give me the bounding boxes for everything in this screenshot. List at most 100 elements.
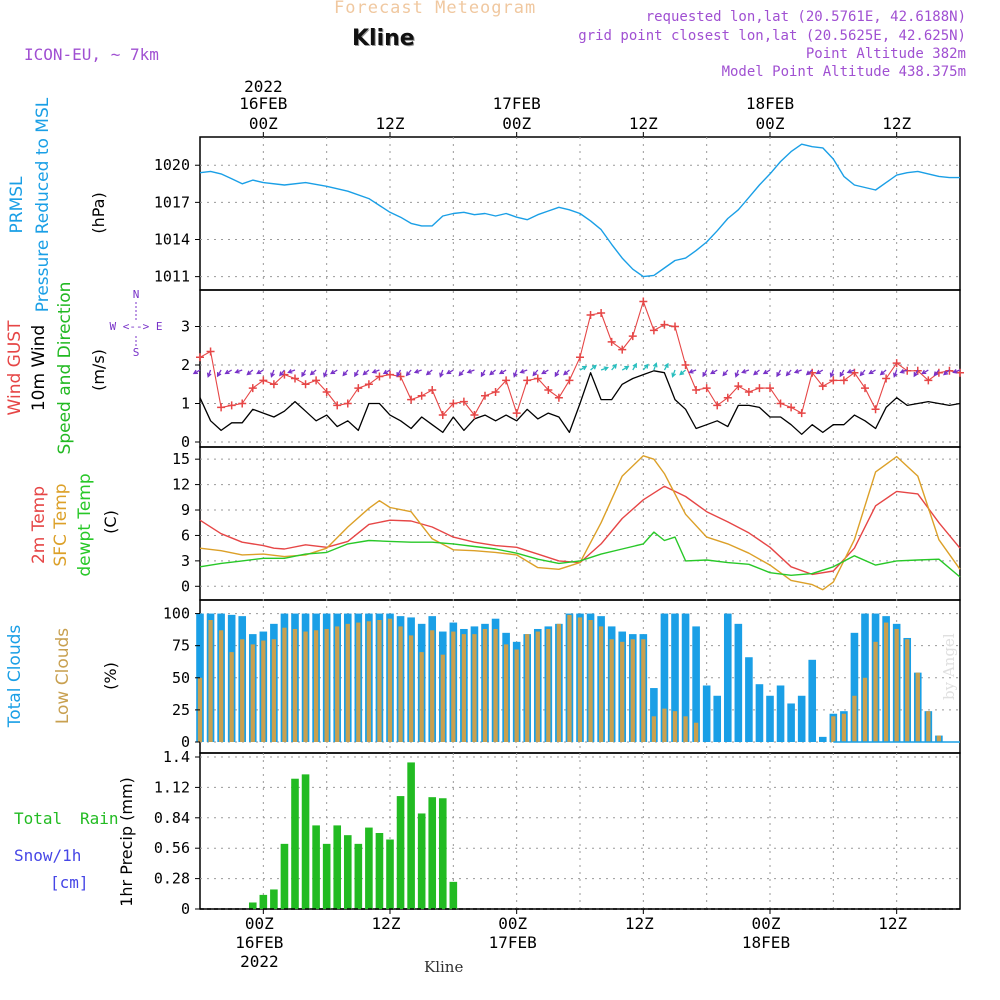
wind-direction-arrow [287, 368, 296, 374]
low-cloud-bar [609, 639, 614, 742]
wind-speed-line [199, 370, 961, 435]
top-time-tick-label: 12Z [629, 114, 658, 133]
low-cloud-bar [651, 716, 657, 742]
rain-bar [375, 833, 384, 909]
wind-direction-arrow [489, 369, 496, 376]
top-year-label: 2022 [244, 77, 283, 96]
temperature-y-tick-label: 6 [181, 526, 190, 544]
temperature-y-tick-label: 0 [181, 577, 190, 595]
wind-direction-arrow [405, 369, 412, 377]
low-cloud-bar [208, 619, 213, 742]
requested-coordinates: requested lon,lat (20.5761E, 42.6188N) [645, 9, 966, 25]
low-cloud-bar [292, 628, 298, 742]
wind-direction-arrow [256, 369, 264, 375]
clouds-unit-label: (%) [101, 662, 120, 690]
wind-direction-arrow [246, 369, 254, 376]
wind-gust-marker [681, 361, 690, 369]
pressure-y-tick-label: 1017 [154, 193, 190, 211]
low-cloud-bar [546, 628, 551, 742]
low-cloud-bar [556, 623, 562, 742]
wind-direction-arrow [632, 362, 637, 371]
wind-direction-arrow [642, 363, 649, 371]
wind-gust-marker [649, 326, 658, 335]
clouds-y-tick-label: 100 [163, 605, 190, 623]
wind-direction-arrow [652, 362, 658, 371]
wind-direction-arrow [663, 362, 669, 371]
wind-direction-arrow [829, 369, 835, 378]
wind-label-gust: Wind GUST [5, 320, 25, 416]
wind-gust-marker [238, 399, 247, 408]
wind-y-tick-label: 0 [181, 433, 190, 451]
pressure-unit-label: (hPa) [89, 192, 108, 233]
axis-labels: 00Z 00Z 12Z 12Z 00Z 00Z 12Z 12Z 00Z 00Z 12Z 12Z 16FE… [5, 77, 911, 971]
low-cloud-bar [335, 626, 340, 742]
wind-direction-arrow [554, 369, 560, 378]
low-cloud-bar [588, 619, 593, 742]
low-cloud-bar [282, 627, 287, 742]
wind-gust-marker [723, 393, 732, 402]
wind-gust-marker [734, 382, 743, 391]
precip-unit-label: 1hr Precip (mm) [117, 777, 136, 907]
grid-point-coordinates: grid point closest lon,lat (20.5625E, 42… [578, 28, 966, 44]
wind-gust-marker [386, 370, 394, 379]
total-cloud-bar [808, 659, 817, 742]
bottom-year-label: 2022 [240, 952, 279, 971]
low-cloud-bar [482, 628, 488, 742]
wind-gust-marker [882, 374, 891, 383]
temperature-y-tick-label: 9 [181, 501, 190, 519]
wind-unit-label: (m/s) [89, 349, 108, 391]
wind-gust-marker [607, 337, 616, 346]
total-cloud-bar [713, 695, 722, 742]
rain-bar [438, 798, 447, 909]
rain-bar [365, 827, 373, 909]
top-time-tick-label: 12Z [376, 114, 405, 133]
wind-gust-marker [597, 309, 606, 318]
wind-direction-arrow [590, 364, 597, 371]
wind-gust-marker [671, 322, 679, 331]
wind-direction-arrow [688, 368, 697, 374]
wind-direction-arrow [943, 369, 950, 376]
precipitation-y-tick-label: 0.56 [154, 839, 190, 857]
wind-gust-marker [248, 384, 257, 393]
precip-label-rain: Rain [80, 809, 119, 828]
precipitation-y-tick-label: 1.12 [154, 778, 190, 796]
wind-direction-arrow [879, 369, 887, 376]
total-cloud-bar [766, 695, 774, 742]
low-cloud-bar [641, 639, 646, 742]
wind-gust-marker [407, 395, 416, 404]
temp-label-dewpt: dewpt Temp [75, 473, 95, 576]
wind-gust-marker [259, 376, 268, 385]
rain-bar [312, 825, 320, 909]
low-cloud-bar [430, 630, 435, 742]
total-cloud-bar [650, 688, 658, 742]
temp-label-2m: 2m Temp [29, 486, 49, 564]
wind-direction-arrow [192, 369, 201, 375]
top-day-label: 18FEB [746, 94, 794, 113]
wind-gust-marker [639, 297, 648, 306]
rain-bar [280, 843, 289, 909]
low-cloud-bar [926, 711, 931, 742]
rain-bar [270, 889, 278, 909]
wind-direction-arrow [702, 369, 708, 378]
wind-direction-arrow [446, 369, 454, 375]
wind-gust-marker [533, 374, 542, 383]
rain-bar [291, 778, 299, 909]
wind-gust-marker [343, 399, 352, 408]
low-cloud-bar [324, 628, 329, 742]
low-cloud-bar [461, 634, 467, 742]
wind-gust-marker [586, 310, 595, 319]
wind-y-tick-label: 1 [181, 395, 190, 413]
total-cloud-bar [745, 657, 753, 742]
clouds-y-tick-label: 75 [172, 637, 190, 655]
wind-direction-arrow [579, 365, 588, 371]
wind-gust-marker [417, 391, 426, 400]
total-cloud-bar [787, 703, 795, 742]
low-cloud-bar [503, 644, 509, 742]
low-cloud-bar [408, 635, 414, 742]
compass-north: N [133, 288, 140, 301]
temp-label-sfc: SFC Temp [51, 483, 71, 566]
bottom-time-tick-label: 12Z [625, 914, 654, 933]
wind-direction-arrow [323, 369, 328, 378]
wind-gust-marker [428, 386, 437, 395]
wind-direction-arrow [762, 369, 771, 375]
